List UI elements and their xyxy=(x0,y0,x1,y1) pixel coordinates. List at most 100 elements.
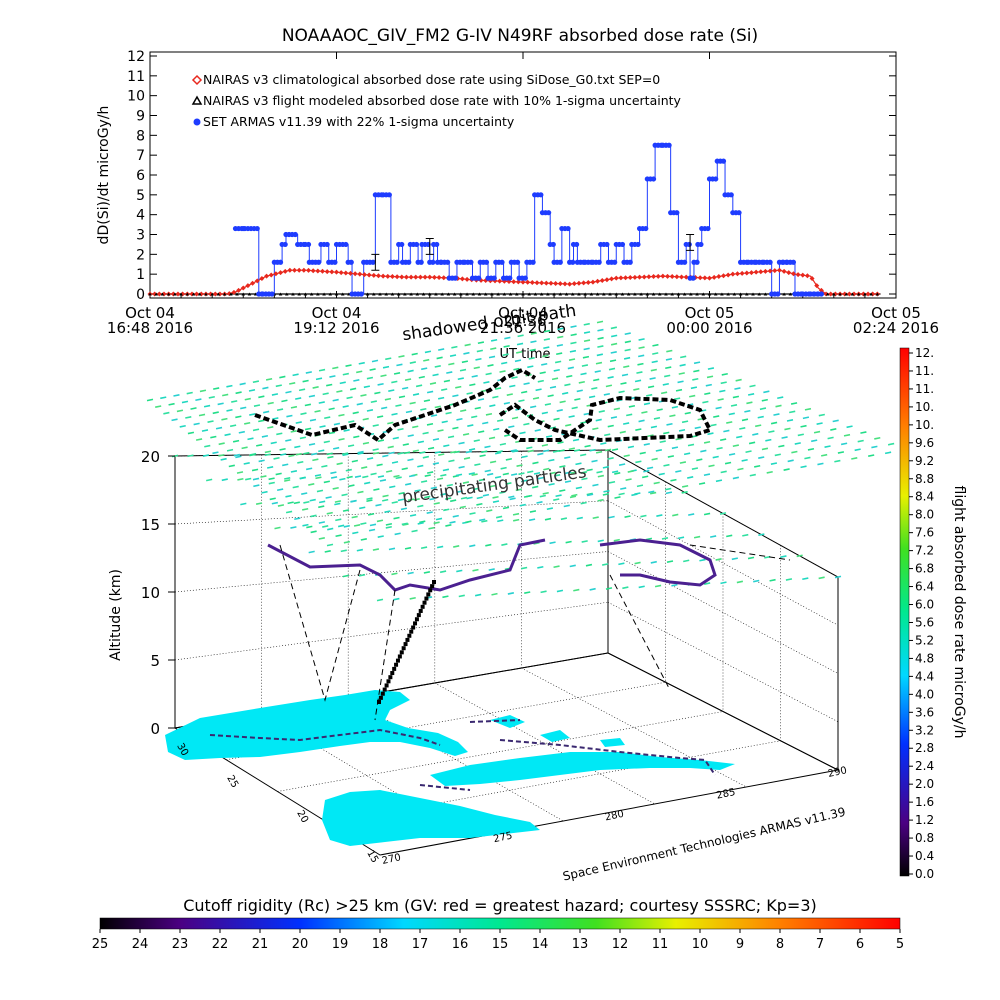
orbit-dash xyxy=(622,586,629,590)
orbit-dash xyxy=(514,359,522,363)
orbit-dash xyxy=(821,453,828,457)
orbit-dash xyxy=(336,390,343,393)
red-point xyxy=(380,273,386,279)
colorbar-tick-label: 6.8 xyxy=(915,562,934,576)
orbit-dash xyxy=(290,526,297,529)
climb-segment xyxy=(377,580,436,704)
orbit-dash xyxy=(580,421,587,425)
orbit-dash xyxy=(589,448,596,452)
orbit-dash xyxy=(453,545,460,548)
orbit-dash xyxy=(417,521,424,525)
orbit-dash xyxy=(265,377,273,381)
orbit-dash xyxy=(457,377,464,381)
orbit-dash xyxy=(548,458,555,462)
orbit-dash xyxy=(679,363,686,367)
orbit-dash xyxy=(235,391,242,395)
orbit-dash xyxy=(353,524,361,527)
orbit-dash xyxy=(707,367,715,370)
orbit-dash xyxy=(483,381,490,384)
red-point xyxy=(306,267,312,273)
orbit-dash xyxy=(332,366,339,370)
orbit-dash xyxy=(452,426,459,430)
orbit-dash xyxy=(596,470,603,474)
red-point xyxy=(357,271,363,277)
orbit-dash xyxy=(564,456,571,459)
orbit-dash xyxy=(749,473,756,477)
orbit-dash xyxy=(544,402,552,406)
orbit-dash xyxy=(185,416,192,419)
orbit-dash xyxy=(609,359,617,363)
orbit-dash xyxy=(358,573,366,577)
orbit-dash xyxy=(423,399,431,403)
orbit-dash xyxy=(324,416,331,420)
climb-point xyxy=(422,600,427,605)
orbit-dash xyxy=(488,568,495,571)
red-point xyxy=(795,272,801,278)
red-point xyxy=(814,283,820,289)
black-point xyxy=(322,292,326,296)
orbit-dash xyxy=(412,425,419,429)
blue-point xyxy=(546,210,552,216)
y-axis-label: dD(Si)/dt microGy/h xyxy=(96,106,112,245)
orbit-dash xyxy=(426,471,434,474)
orbit-dash xyxy=(249,413,256,416)
orbit-dash xyxy=(515,488,522,492)
colorbar-tick-label: 4.8 xyxy=(915,651,934,665)
orbit-dash xyxy=(623,454,630,458)
orbit-dash xyxy=(492,500,500,503)
orbit-dash xyxy=(207,420,214,423)
orbit-dash xyxy=(424,350,432,354)
blue-point xyxy=(650,176,657,182)
orbit-dash xyxy=(732,444,739,448)
red-point xyxy=(250,280,256,286)
orbit-dash xyxy=(509,384,516,388)
orbit-dash xyxy=(638,419,645,423)
orbit-dash xyxy=(312,458,319,462)
orbit-dash xyxy=(517,334,524,338)
orbit-dash xyxy=(213,387,220,390)
orbit-dash xyxy=(580,501,587,505)
blue-point xyxy=(574,241,580,248)
orbit-dash xyxy=(816,422,823,425)
orbit-dash xyxy=(832,419,839,423)
shadowed-orbit-path xyxy=(254,367,713,443)
orbit-dash xyxy=(297,460,304,464)
black-point xyxy=(316,292,320,296)
back-grid-line xyxy=(174,500,609,525)
orbit-dash xyxy=(299,476,307,480)
orbit-dash xyxy=(364,481,371,485)
orbit-dash xyxy=(339,477,346,481)
orbit-dash xyxy=(377,382,384,386)
orbit-dash xyxy=(573,588,580,592)
orbit-dash xyxy=(370,472,377,476)
orbit-dash xyxy=(575,486,583,490)
orbit-dash xyxy=(502,353,509,357)
annotation-shadowed-orbit: shadowed orbit path xyxy=(401,301,577,345)
orbit-dash xyxy=(318,449,325,453)
orbit-dash xyxy=(379,479,387,482)
bottom-colorbar-tick-label: 24 xyxy=(132,937,149,952)
orbit-dash xyxy=(535,388,542,392)
orbit-dash xyxy=(432,462,440,465)
orbit-dash xyxy=(785,578,793,581)
lon-tick-label: 275 xyxy=(492,830,513,845)
orbit-dash xyxy=(256,443,263,447)
orbit-dash xyxy=(802,416,810,420)
orbit-dash xyxy=(569,349,577,353)
orbit-dash xyxy=(524,591,531,594)
orbit-dash xyxy=(618,562,625,566)
red-point xyxy=(245,283,251,289)
black-point xyxy=(160,292,165,296)
legend-marker-diamond xyxy=(191,74,203,86)
climb-point xyxy=(390,671,395,676)
orbit-dash xyxy=(423,358,430,362)
orbit-dash xyxy=(303,451,310,455)
blue-point xyxy=(557,259,563,265)
orbit-dash xyxy=(489,484,496,488)
orbit-dash xyxy=(388,389,395,392)
orbit-dash xyxy=(818,413,825,417)
orbit-dash xyxy=(479,454,486,458)
blue-point xyxy=(514,259,521,265)
orbit-dash xyxy=(409,401,416,405)
blue-point xyxy=(324,241,330,248)
